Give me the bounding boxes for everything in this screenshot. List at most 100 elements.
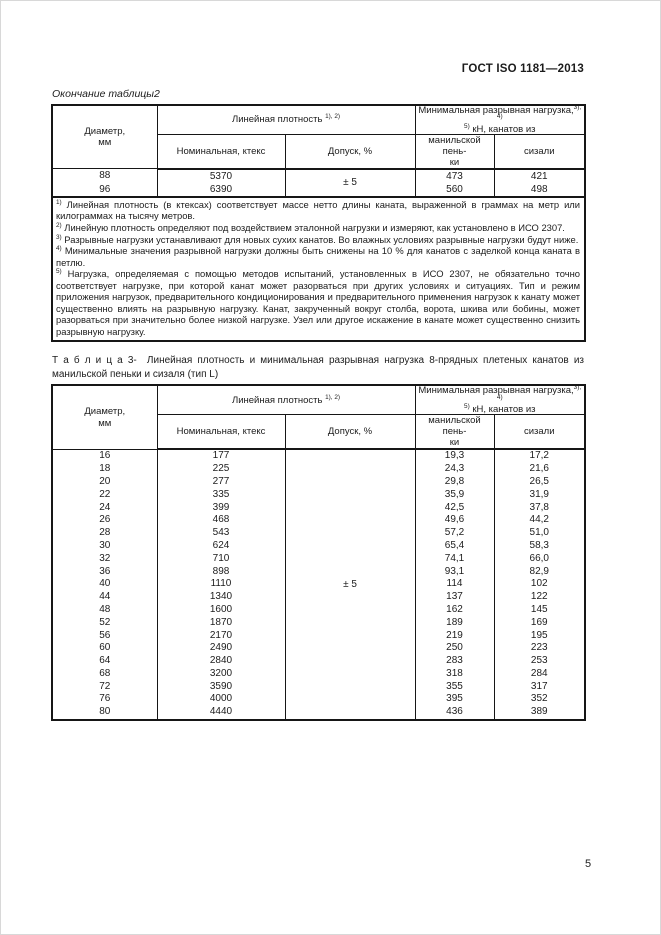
col-header-sisal: сизали [493,414,586,451]
table-cell: 49,6 [414,514,495,528]
col-header-nominal: Номинальная, ктекс [156,133,286,170]
table-cell: 4440 [156,706,286,721]
table-cell: 473 [414,168,495,183]
table-cell: 4000 [156,693,286,707]
table-header-row: Диаметр, мм Линейная плотность 1), 2) Ми… [51,384,586,450]
table-cell: 195 [493,629,586,643]
table-cell: 82,9 [493,565,586,579]
table-cell: 122 [493,591,586,604]
table-cell: 543 [156,527,286,540]
table3-header: Диаметр, мм Линейная плотность 1), 2) Ми… [51,384,586,451]
col-header-linear-density: Линейная плотность 1), 2) [156,384,416,416]
table-cell: 48 [51,603,158,617]
table2-body: 88 5370 ± 5 473 421 96 6390 560 498 [51,168,586,197]
table-header-row: Диаметр, мм Линейная плотность 1), 2) Ми… [51,103,586,170]
footnotes-cell: 1) Линейная плотность (в ктексах) соотве… [51,195,586,342]
table-row: 80 4440 436 389 [51,706,586,721]
table-row: 22 335 35,9 31,9 [51,488,586,502]
table-cell: 114 [414,578,495,592]
table-cell: ± 5 [284,168,416,197]
col-header-tolerance: Допуск, % [284,133,416,170]
table-row: 30 624 65,4 58,3 [51,539,586,553]
table-subheader-row: Номинальная, ктекс Допуск, % манильской … [52,133,586,170]
table-row: 32 710 74,1 66,0 [51,552,586,566]
table3-caption-label: Т а б л и ц а 3- [52,355,137,367]
col-header-nominal: Номинальная, ктекс [156,414,286,451]
table-row: 18 225 24,3 21,6 [51,463,586,476]
table-cell: 223 [493,642,586,656]
table-cell: 1340 [156,591,286,604]
table-cell: 468 [156,514,286,528]
table-row: 72 3590 355 317 [51,680,586,694]
table-cell: 37,8 [493,501,586,515]
table-cell: 395 [414,693,495,707]
table-cell: 66,0 [493,552,586,566]
table3-caption: Т а б л и ц а 3- Линейная плотность и ми… [52,354,584,381]
table-cell: 96 [51,182,158,197]
table-cell: 18 [51,463,158,476]
footnote-ref: 1), 2) [325,113,341,121]
table-cell: 2170 [156,629,286,643]
table-cell: 284 [493,667,586,681]
table-cell: 3200 [156,667,286,681]
table-cell: 24 [51,501,158,515]
table3-body: 16 177 ± 5 19,3 17,2 18 225 24,3 21,6 20 277 29,8 26… [51,449,586,721]
table-cell: 22 [51,488,158,502]
footnote-ref: 1), 2) [325,393,341,401]
table-row: 52 1870 189 169 [51,616,586,630]
table-cell: 177 [156,449,286,464]
linear-density-label: Линейная плотность [231,394,323,406]
table-cell: 898 [156,565,286,579]
table-cell: 436 [414,706,495,721]
footnote: 4) Минимальные значения разрывной нагруз… [56,244,581,268]
footnote-ref: 3), 4) [496,384,582,401]
table-row: 64 2840 283 253 [51,655,586,668]
table-cell: 30 [51,539,158,553]
table-row: 24 399 42,5 37,8 [51,501,586,515]
col-header-min-breaking-load: Минимальная разрывная нагрузка,3), 4) 5) … [414,384,586,416]
footnote-marker: 4) [56,244,62,252]
table-cell: 421 [493,168,586,183]
table-cell: 624 [156,539,286,553]
table-cell: 26 [51,514,158,528]
table-cell: 20 [51,475,158,489]
table3: Диаметр, мм Линейная плотность 1), 2) Ми… [51,384,587,722]
table-cell: 1110 [156,578,286,592]
min-load-label: Минимальная разрывная нагрузка, [418,385,574,397]
footnote-ref: 3), 4) [496,103,582,121]
table-cell: 60 [51,642,158,656]
footnote-ref: 5) [464,402,470,410]
min-load-label: Минимальная разрывная нагрузка, [418,105,574,116]
table-row: 36 898 93,1 82,9 [51,565,586,579]
table-row: 48 1600 162 145 [51,603,586,617]
page-content: ГОСТ ISO 1181—2013 Окончание таблицы2 Ди… [51,63,587,722]
table-cell: 76 [51,693,158,707]
table-cell: 162 [414,603,495,617]
table-row: 28 543 57,2 51,0 [51,527,586,540]
table-cell: 56 [51,629,158,643]
table-cell: 64 [51,655,158,668]
table-cell: 44 [51,591,158,604]
table-cell: 250 [414,642,495,656]
footnote-ref: 5) [464,122,470,130]
table-cell: 29,8 [414,475,495,489]
table-cell: 318 [414,667,495,681]
col-header-diameter: Диаметр, мм [51,104,158,170]
table-cell: 189 [414,616,495,630]
table-cell: 219 [414,629,495,643]
table-cell: 88 [51,168,158,183]
footnotes-block: 1) Линейная плотность (в ктексах) соотве… [56,199,580,338]
table-cell: 2490 [156,642,286,656]
table-subheader-row: Номинальная, ктекс Допуск, % манильской … [52,414,586,451]
col-header-manila: манильской пень- ки [414,133,495,170]
table-cell: 225 [156,463,286,476]
footnote-marker: 2) [56,221,62,229]
footnote: 3) Разрывные нагрузки устанавливают для … [56,233,579,245]
document-title: ГОСТ ISO 1181—2013 [461,63,584,75]
table-cell: 42,5 [414,501,495,515]
table-cell: 72 [51,680,158,694]
col-header-min-breaking-load: Минимальная разрывная нагрузка,3), 4) 5) … [414,103,586,135]
table-cell: 16 [51,449,158,464]
table-cell: 253 [493,655,586,668]
